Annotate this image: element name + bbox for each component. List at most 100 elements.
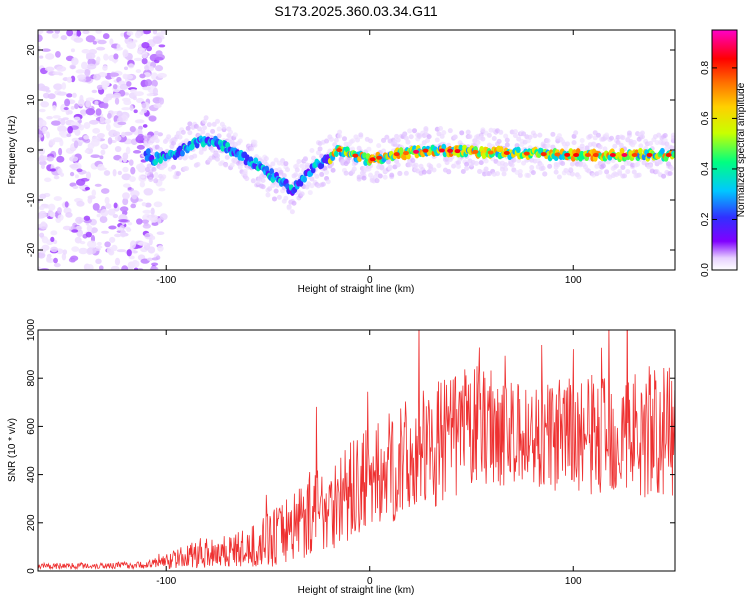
spectrogram-cell <box>503 133 509 139</box>
spectrogram-cell <box>545 138 551 144</box>
spectrogram-cell <box>83 121 91 129</box>
spectrogram-cell <box>148 115 157 122</box>
spectrogram-cell <box>97 163 105 171</box>
spectrogram-cell <box>66 133 72 138</box>
spectrogram-ytick-label: -20 <box>26 242 37 257</box>
spectrogram-cell <box>283 195 289 201</box>
spectrogram-cell <box>103 170 111 176</box>
spectrogram-cell <box>656 132 662 138</box>
spectrogram-cell <box>203 115 209 121</box>
spectrogram-cell <box>620 135 626 141</box>
spectrogram-cell <box>61 252 67 261</box>
spectrogram-cell <box>152 87 159 95</box>
spectrogram-cell <box>376 155 383 160</box>
spectrogram-cell <box>273 188 279 194</box>
spectrogram-cell <box>85 97 95 102</box>
spectrogram-cell <box>620 164 626 170</box>
spectrogram-cell <box>50 168 56 172</box>
spectrogram-cell <box>129 176 136 183</box>
spectrogram-cell <box>619 147 625 155</box>
spectrogram-cell <box>337 133 343 139</box>
spectrogram-cell <box>618 142 624 148</box>
spectrogram-cell <box>127 221 133 226</box>
spectrogram-cell <box>503 166 509 172</box>
spectrogram-cell <box>244 176 250 182</box>
spectrogram-cell <box>455 164 461 170</box>
spectrogram-cell <box>57 168 63 175</box>
spectrogram-cell <box>41 48 51 52</box>
spectrogram-cell <box>403 151 410 156</box>
spectrogram-cell <box>38 30 44 35</box>
spectrogram-cell <box>403 170 409 176</box>
spectrogram-cell <box>38 157 45 162</box>
spectrogram-cell <box>154 56 164 61</box>
spectrogram-cell <box>211 121 217 127</box>
spectrogram-cell <box>96 46 106 51</box>
spectrogram-cell <box>123 131 133 136</box>
spectrogram-cell <box>410 157 416 163</box>
spectrogram-cell <box>52 105 57 111</box>
spectrogram-cell <box>67 126 74 134</box>
spectrogram-cell <box>447 148 454 153</box>
spectrogram-cell <box>602 146 608 152</box>
spectrogram-cell <box>175 130 181 136</box>
spectrogram-cell <box>540 152 547 157</box>
spectrogram-cell <box>595 132 601 138</box>
spectrogram-cell <box>85 171 92 180</box>
spectrogram-cell <box>667 171 673 177</box>
spectrogram-cell <box>664 141 670 147</box>
spectrogram-cell <box>38 210 47 219</box>
snr-ytick-label: 600 <box>26 418 37 435</box>
spectrogram-cell <box>133 57 143 62</box>
spectrogram-cell <box>568 166 574 172</box>
spectrogram-cell <box>480 127 486 133</box>
spectrogram-cell <box>324 138 330 144</box>
spectrogram-cell <box>206 122 212 128</box>
spectrogram-cell <box>121 107 131 111</box>
spectrogram-cell <box>122 192 130 200</box>
spectrogram-cell <box>407 128 413 134</box>
spectrogram-cell <box>351 166 357 172</box>
spectrogram-cell <box>377 173 383 179</box>
spectrogram-cell <box>82 30 90 35</box>
spectrogram-cell <box>434 137 440 143</box>
spectrogram-cell <box>192 153 198 159</box>
spectrogram-cell <box>40 249 46 254</box>
spectrogram-cell <box>201 125 207 131</box>
spectrogram-cell <box>70 65 76 70</box>
spectrogram-cell <box>136 133 145 141</box>
spectrogram-cell <box>151 166 157 172</box>
spectrogram-cell <box>38 197 41 204</box>
spectrogram-cell <box>70 121 80 127</box>
spectrogram-cell <box>133 267 139 270</box>
spectrogram-cell <box>584 153 591 157</box>
spectrogram-cell <box>477 168 483 174</box>
spectrogram-cell <box>45 131 50 139</box>
spectrogram-cell <box>537 132 543 138</box>
spectrogram-cell <box>451 163 457 169</box>
spectrogram-cell <box>158 157 163 164</box>
spectrogram-cell <box>50 236 55 243</box>
spectrogram-cell <box>622 173 628 179</box>
spectrogram-cell <box>40 101 50 108</box>
spectrogram-cell <box>38 119 47 128</box>
spectrogram-cell <box>38 133 44 138</box>
spectrogram-cell <box>481 152 487 159</box>
spectrogram-cell <box>85 108 96 116</box>
spectrogram-cell <box>473 160 479 166</box>
spectrogram-cell <box>289 209 295 215</box>
spectrogram-cell <box>153 130 159 136</box>
spectrogram-cell <box>498 129 504 135</box>
spectrogram-cell <box>613 163 619 169</box>
spectrogram-cell <box>76 200 85 207</box>
spectrogram-cell <box>224 154 230 160</box>
spectrogram-cell <box>214 156 220 162</box>
spectrogram-cell <box>73 37 84 43</box>
spectrogram-cell <box>71 57 79 66</box>
spectrogram-cell <box>144 234 151 238</box>
spectrogram-cell <box>60 104 67 113</box>
spectrogram-cell <box>104 118 111 124</box>
spectrogram-cell <box>95 258 102 265</box>
spectrogram-cell <box>72 185 79 189</box>
